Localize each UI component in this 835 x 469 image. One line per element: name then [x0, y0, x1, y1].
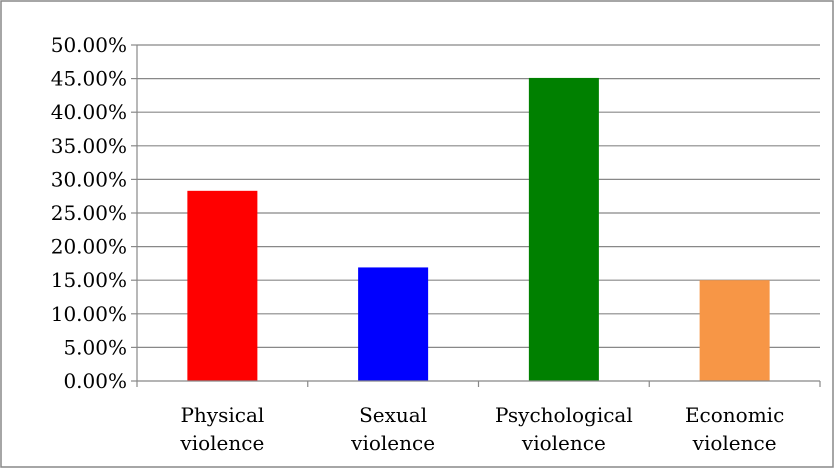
y-tick-label: 10.00%	[51, 302, 127, 326]
x-category-label: violence	[692, 431, 777, 455]
y-tick-label: 5.00%	[63, 335, 127, 359]
x-category-label: Sexual	[359, 403, 427, 427]
bar-sexual-violence	[358, 267, 429, 381]
y-tick-label: 20.00%	[51, 235, 127, 259]
axes	[131, 44, 821, 387]
x-category-label: Economic	[685, 403, 784, 427]
x-category-label: violence	[350, 431, 435, 455]
y-tick-label: 50.00%	[51, 33, 127, 57]
x-category-label: Psychological	[495, 403, 633, 427]
y-tick-label: 40.00%	[51, 100, 127, 124]
bars	[187, 77, 770, 381]
bar-economic-violence	[699, 280, 770, 381]
x-category-label: violence	[179, 431, 264, 455]
x-category-labels: Physical violence Sexual violence Psychologi…	[179, 403, 784, 455]
x-category-label: Physical	[180, 403, 264, 427]
y-tick-label: 45.00%	[51, 67, 127, 91]
y-tick-label: 35.00%	[51, 134, 127, 158]
bar-physical-violence	[187, 190, 258, 381]
y-tick-label: 25.00%	[51, 201, 127, 225]
y-tick-label: 0.00%	[63, 369, 127, 393]
y-tick-label: 15.00%	[51, 268, 127, 292]
bar-psychological-violence	[528, 77, 599, 381]
y-tick-labels: 0.00% 5.00% 10.00% 15.00% 20.00% 25.00% 30.00%…	[51, 33, 127, 393]
x-category-label: violence	[521, 431, 606, 455]
y-tick-label: 30.00%	[51, 167, 127, 191]
